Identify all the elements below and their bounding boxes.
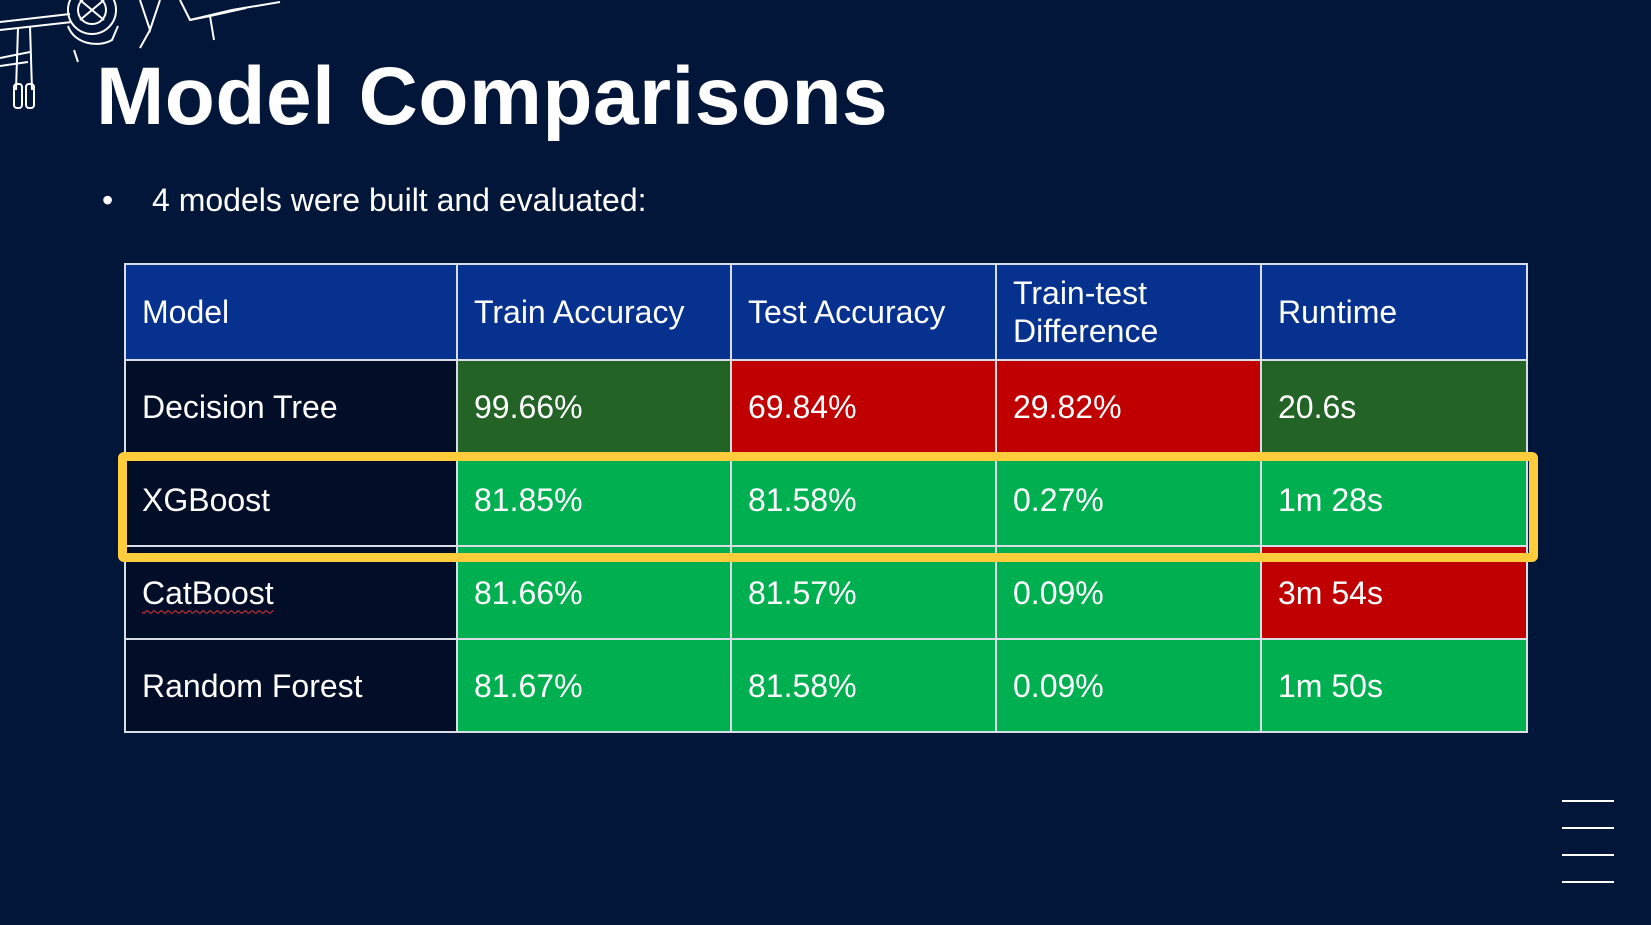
difference-cell: 0.09% — [995, 545, 1262, 640]
difference-cell: 0.09% — [995, 638, 1262, 733]
bullet-text: 4 models were built and evaluated: — [152, 182, 647, 218]
model-name-cell: XGBoost — [124, 452, 458, 547]
test-accuracy-cell: 81.58% — [730, 638, 997, 733]
difference-cell: 29.82% — [995, 359, 1262, 454]
runtime-cell: 1m 50s — [1260, 638, 1528, 733]
table-row: CatBoost 81.66% 81.57% 0.09% 3m 54s — [124, 545, 1528, 640]
header-train-test-difference: Train-test Difference — [995, 263, 1262, 361]
model-comparison-table: Model Train Accuracy Test Accuracy Train… — [124, 263, 1528, 733]
train-accuracy-cell: 99.66% — [456, 359, 732, 454]
train-accuracy-cell: 81.67% — [456, 638, 732, 733]
table-row: Random Forest 81.67% 81.58% 0.09% 1m 50s — [124, 638, 1528, 733]
table-row: Decision Tree 99.66% 69.84% 29.82% 20.6s — [124, 359, 1528, 454]
difference-cell: 0.27% — [995, 452, 1262, 547]
menu-lines-icon — [1562, 800, 1614, 908]
header-train-accuracy: Train Accuracy — [456, 263, 732, 361]
test-accuracy-cell: 81.58% — [730, 452, 997, 547]
table-header-row: Model Train Accuracy Test Accuracy Train… — [124, 263, 1528, 361]
model-name-cell: Decision Tree — [124, 359, 458, 454]
test-accuracy-cell: 69.84% — [730, 359, 997, 454]
header-test-accuracy: Test Accuracy — [730, 263, 997, 361]
train-accuracy-cell: 81.66% — [456, 545, 732, 640]
bullet-icon: • — [102, 182, 114, 218]
runtime-cell: 1m 28s — [1260, 452, 1528, 547]
train-accuracy-cell: 81.85% — [456, 452, 732, 547]
header-model: Model — [124, 263, 458, 361]
bullet-item: • 4 models were built and evaluated: — [102, 180, 647, 220]
runtime-cell: 3m 54s — [1260, 545, 1528, 640]
spellcheck-word: CatBoost — [142, 574, 274, 611]
model-name-cell: CatBoost — [124, 545, 458, 640]
slide-title: Model Comparisons — [96, 51, 889, 142]
table-row: XGBoost 81.85% 81.58% 0.27% 1m 28s — [124, 452, 1528, 547]
test-accuracy-cell: 81.57% — [730, 545, 997, 640]
header-runtime: Runtime — [1260, 263, 1528, 361]
model-name-cell: Random Forest — [124, 638, 458, 733]
airplane-decoration-icon — [0, 0, 281, 109]
runtime-cell: 20.6s — [1260, 359, 1528, 454]
